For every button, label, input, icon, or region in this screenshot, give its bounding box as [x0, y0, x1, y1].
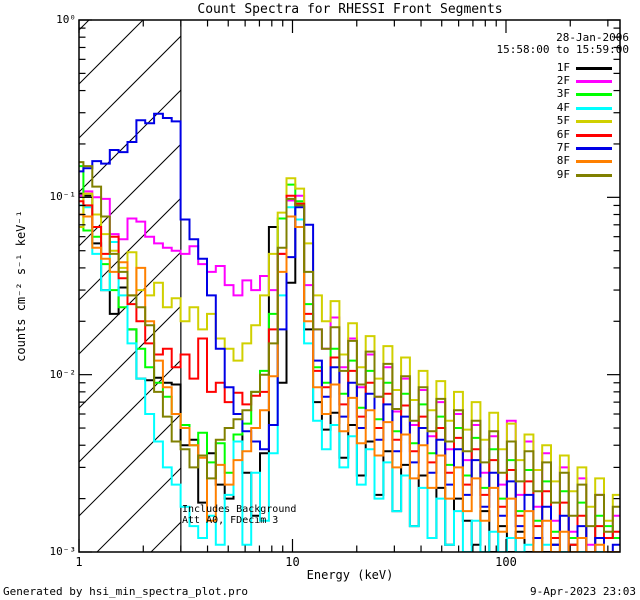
- legend-swatch: [576, 160, 612, 164]
- x-tick-label-1: 1: [75, 555, 83, 569]
- series-6F-line: [79, 194, 620, 552]
- legend-item-8F: 8F: [0, 154, 640, 167]
- series-1F-line: [79, 192, 620, 552]
- plot-frame: [78, 19, 621, 553]
- legend-label: 8F: [556, 154, 570, 168]
- legend-label: 5F: [556, 114, 570, 128]
- series-8F-line: [79, 213, 620, 552]
- legend-swatch: [576, 120, 612, 124]
- legend-label: 3F: [556, 87, 570, 101]
- y-tick-label: 10⁻³: [49, 545, 77, 558]
- legend-swatch: [576, 133, 612, 137]
- observation-time-range: 15:58:00 to 15:59:00: [496, 43, 629, 56]
- series-3F-line: [79, 165, 620, 552]
- x-tick-label-100: 100: [495, 555, 517, 569]
- legend-label: 9F: [556, 167, 570, 181]
- legend-swatch: [576, 66, 612, 70]
- annotation-attenuator-decimation: Att A0, FDecim 3: [182, 515, 279, 526]
- y-tick-label: 10⁰: [56, 13, 76, 26]
- legend-item-2F: 2F: [0, 74, 640, 87]
- legend-swatch: [576, 146, 612, 150]
- series-9F-line: [79, 161, 620, 533]
- legend-swatch: [576, 93, 612, 97]
- legend-label: 6F: [556, 127, 570, 141]
- legend-label: 4F: [556, 100, 570, 114]
- legend-item-4F: 4F: [0, 101, 640, 114]
- x-tick-label-10: 10: [285, 555, 300, 569]
- legend-item-1F: 1F: [0, 61, 640, 74]
- chart-title: Count Spectra for RHESSI Front Segments: [197, 2, 503, 17]
- legend-item-5F: 5F: [0, 114, 640, 127]
- legend-swatch: [576, 106, 612, 110]
- legend-item-9F: 9F: [0, 168, 640, 181]
- legend-swatch: [576, 79, 612, 83]
- legend-label: 7F: [556, 140, 570, 154]
- generated-by-text: Generated by hsi_min_spectra_plot.pro: [3, 585, 249, 598]
- series-4F-line: [79, 204, 620, 552]
- series-5F-line: [79, 177, 620, 522]
- x-axis-label: Energy (keV): [306, 568, 394, 582]
- observation-date: 28-Jan-2006: [556, 31, 629, 44]
- legend-label: 2F: [556, 73, 570, 87]
- legend-item-7F: 7F: [0, 141, 640, 154]
- legend-item-6F: 6F: [0, 128, 640, 141]
- annotation-includes-background: Includes Background: [182, 504, 297, 515]
- plot-timestamp: 9-Apr-2023 23:03: [530, 585, 636, 598]
- legend-swatch: [576, 173, 612, 177]
- legend-item-3F: 3F: [0, 87, 640, 100]
- y-tick-label: 10⁻²: [49, 367, 77, 381]
- legend-label: 1F: [556, 60, 570, 74]
- y-tick-label: 10⁻¹: [49, 190, 77, 204]
